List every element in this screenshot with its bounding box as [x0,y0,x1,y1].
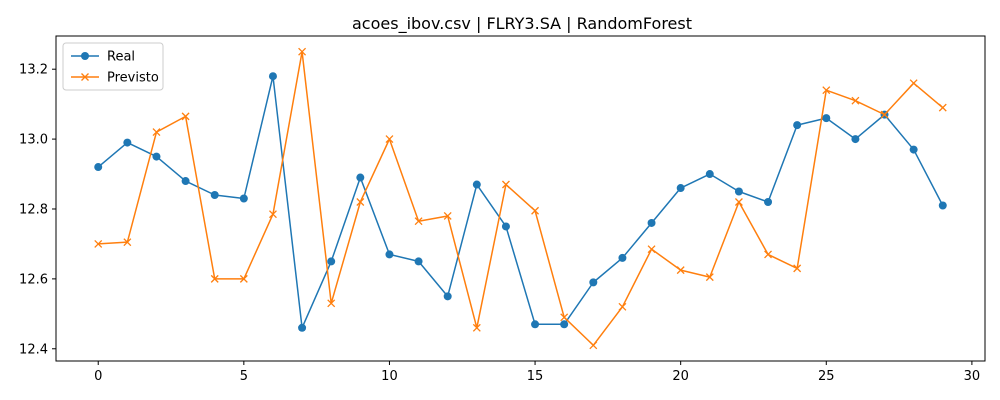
point-real-6 [268,72,277,81]
point-real-17 [589,278,598,287]
point-real-7 [298,323,307,332]
x-tick-label-20: 20 [672,369,689,384]
x-tick-label-0: 0 [94,369,102,384]
point-previsto-1 [123,238,132,247]
point-previsto-12 [443,212,452,220]
point-previsto-20 [676,266,685,275]
point-previsto-22 [734,198,743,206]
point-previsto-16 [560,313,569,322]
x-tick-label-5: 5 [240,369,248,384]
legend-label-previsto: Previsto [107,71,159,86]
point-real-29 [938,201,947,210]
point-real-20 [676,184,685,193]
x-tick-label-15: 15 [527,369,544,384]
point-real-23 [764,197,773,206]
point-previsto-28 [909,79,918,88]
point-previsto-23 [764,250,772,259]
y-tick-label-4: 13.2 [19,63,48,78]
x-tick-label-30: 30 [964,369,981,384]
point-previsto-2 [152,128,161,137]
point-real-10 [385,250,394,259]
x-tick-label-10: 10 [381,369,398,384]
point-previsto-15 [531,206,540,215]
point-real-12 [443,292,452,301]
point-real-13 [472,180,481,189]
chart-title: acoes_ibov.csv | FLRY3.SA | RandomForest [352,14,692,34]
point-previsto-6 [269,210,277,219]
legend-label-real: Real [107,50,135,65]
point-real-5 [239,194,248,203]
axes-frame [55,35,986,362]
point-real-3 [181,177,190,186]
series-line-previsto [98,50,944,347]
point-real-2 [152,152,161,161]
point-previsto-3 [181,112,190,121]
point-previsto-17 [589,341,598,350]
point-real-18 [618,253,627,262]
point-previsto-21 [705,273,714,282]
y-tick-label-0: 12.4 [19,342,48,357]
point-real-14 [501,222,510,231]
point-previsto-4 [210,274,219,283]
point-previsto-9 [356,198,365,206]
point-previsto-10 [385,135,394,144]
point-previsto-5 [239,274,248,283]
point-previsto-26 [851,96,860,105]
point-real-11 [414,257,423,266]
point-previsto-11 [414,217,423,226]
point-real-1 [123,138,132,147]
y-tick-label-2: 12.8 [19,202,48,217]
point-previsto-8 [327,299,336,308]
point-real-0 [94,163,103,172]
point-real-26 [851,135,860,144]
point-real-4 [210,191,219,200]
point-real-24 [793,121,802,130]
point-previsto-18 [618,302,627,311]
point-previsto-14 [501,180,510,189]
point-real-22 [734,187,743,196]
plot-area: 0 5 10 15 20 25 30 12.4 12.6 12.8 13.0 13.2 [19,35,986,384]
y-tick-label-3: 13.0 [19,133,48,148]
legend-marker-previsto [81,73,89,81]
point-real-28 [909,145,918,154]
point-previsto-7 [298,47,307,56]
legend: Real Previsto [62,42,164,91]
point-real-19 [647,218,656,227]
point-real-15 [531,320,540,329]
point-previsto-19 [647,245,656,254]
legend-marker-real [81,52,89,60]
point-previsto-13 [472,323,481,332]
point-previsto-27 [880,110,889,119]
y-tick-label-1: 12.6 [19,272,48,287]
x-tick-label-25: 25 [818,369,835,384]
point-previsto-25 [822,86,831,95]
point-previsto-29 [938,103,947,112]
point-real-16 [560,320,569,329]
point-real-25 [822,114,831,123]
series-line-real [97,75,944,329]
point-previsto-24 [793,264,802,273]
point-real-9 [356,173,365,182]
point-real-8 [327,257,336,266]
point-real-21 [705,170,714,179]
point-previsto-0 [94,239,103,248]
